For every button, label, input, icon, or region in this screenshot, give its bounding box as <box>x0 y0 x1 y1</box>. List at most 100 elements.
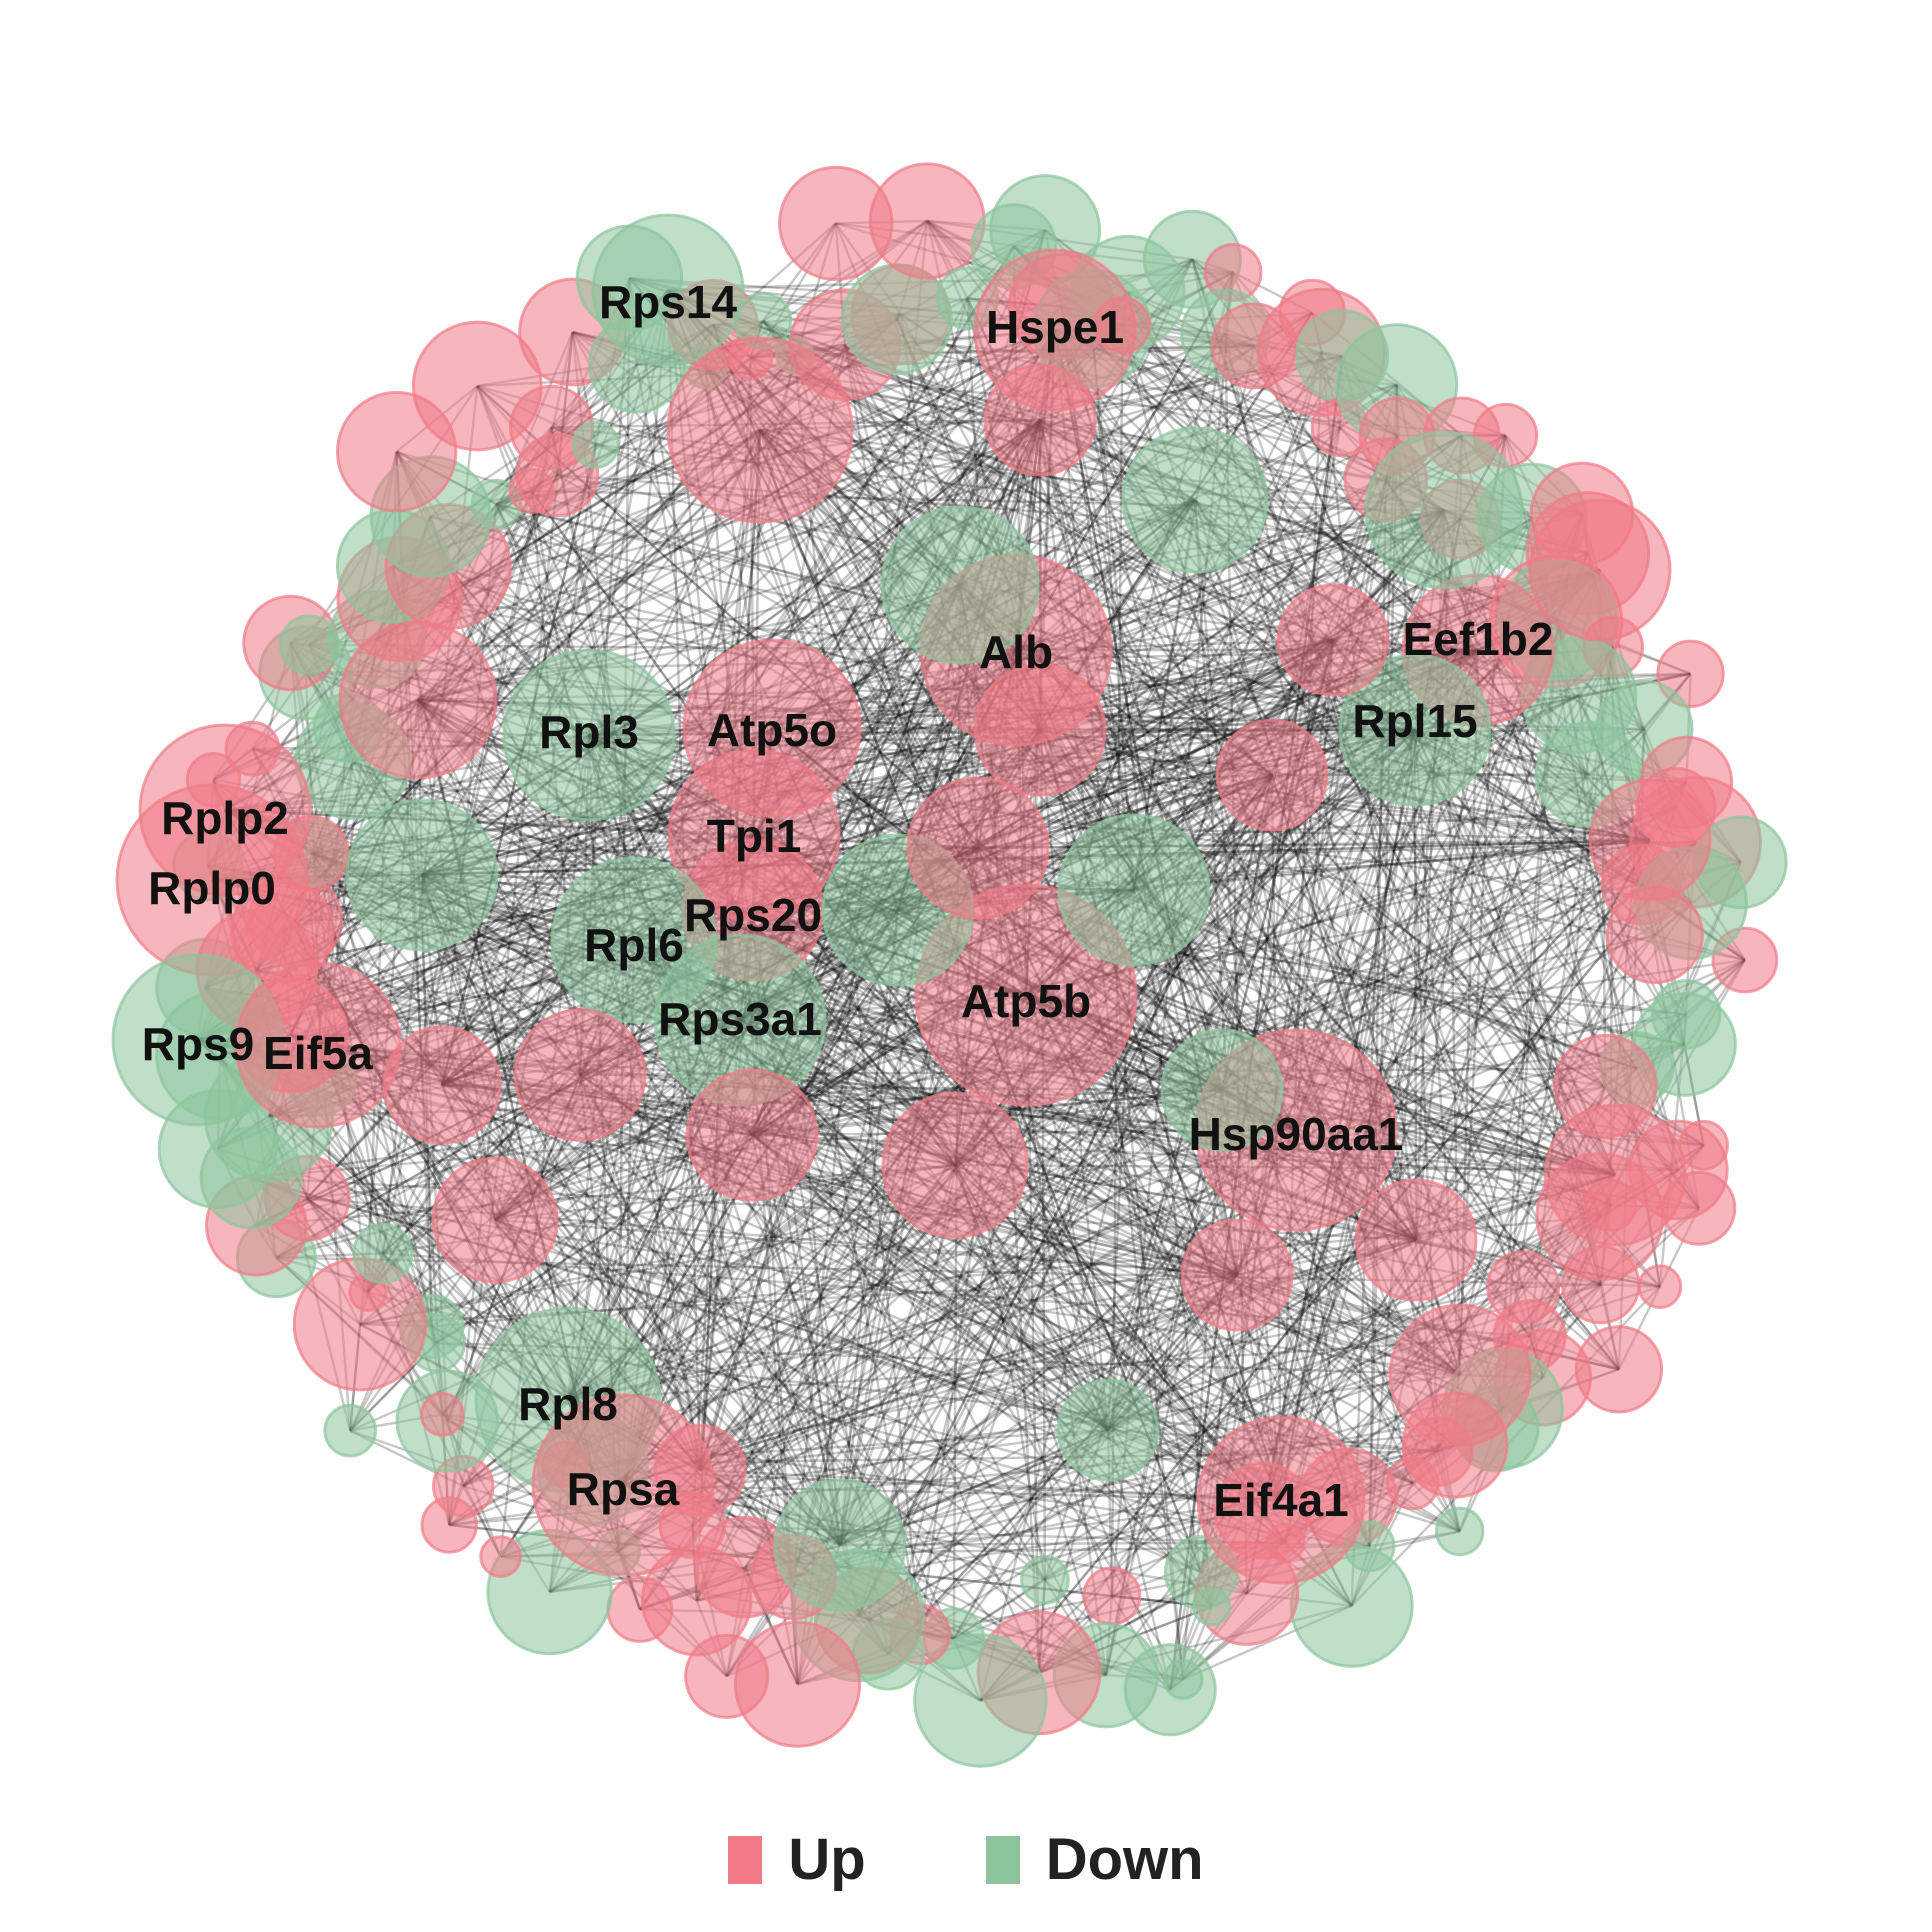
label-rplp0: Rplp0 <box>148 862 276 914</box>
edge <box>1368 435 1399 1547</box>
edge <box>317 648 1017 1047</box>
edge <box>751 1134 1264 1512</box>
edge <box>1350 384 1398 1606</box>
node-labels: Rps14 Hspe1 Alb Eef1b2 Rpl15 Rpl3 Atp5o … <box>142 276 1554 1526</box>
node-down <box>1434 1506 1485 1557</box>
node-down <box>1057 813 1211 967</box>
edge <box>317 434 1463 1047</box>
edge <box>699 1468 1282 1502</box>
edge <box>476 384 1580 697</box>
edge <box>838 584 962 1546</box>
label-rpl6: Rpl6 <box>584 919 684 971</box>
edge <box>416 699 497 1221</box>
edge <box>1193 499 1617 1176</box>
edge <box>462 841 1697 1488</box>
edge <box>838 909 900 1546</box>
edge <box>617 902 1692 1554</box>
edge <box>359 1273 1238 1326</box>
node-down <box>502 648 676 822</box>
node-down <box>352 1222 414 1285</box>
edge <box>771 726 1651 842</box>
edge <box>953 1164 1114 1597</box>
node-down <box>345 798 499 952</box>
edge <box>494 1218 1202 1574</box>
edge <box>887 1274 1238 1656</box>
edge <box>308 643 1353 1607</box>
edge <box>578 1074 702 1471</box>
edge <box>494 1218 1109 1432</box>
node-up <box>1354 1178 1478 1302</box>
edge <box>313 851 1203 1574</box>
edge <box>567 1128 1297 1402</box>
label-eif4a1: Eif4a1 <box>1213 1474 1349 1526</box>
edge <box>1200 552 1590 1573</box>
edge <box>496 354 1343 506</box>
edge <box>592 1285 1524 1471</box>
node-down <box>841 263 953 376</box>
edge <box>979 841 1697 1702</box>
node-down <box>1020 1555 1070 1605</box>
edge <box>1037 774 1274 1674</box>
node-down <box>571 420 620 469</box>
edge <box>771 508 1445 730</box>
edge <box>1169 355 1344 1690</box>
legend-label-up: Up <box>788 1827 866 1892</box>
edge <box>567 1334 1530 1402</box>
node-down <box>773 1478 907 1612</box>
edge <box>699 1238 1417 1472</box>
edge <box>858 1427 1497 1617</box>
edge <box>588 305 1063 736</box>
edge <box>794 353 1445 512</box>
edge <box>857 435 1507 1617</box>
edge <box>1133 694 1580 892</box>
edge <box>567 838 1651 1402</box>
node-down <box>1121 426 1269 574</box>
legend-swatch-up <box>728 1835 763 1884</box>
legend-item-down: Down <box>985 1826 1204 1893</box>
edge <box>567 1088 1223 1402</box>
edge <box>448 331 574 1526</box>
edge <box>867 1274 1238 1622</box>
node-down <box>1056 1378 1160 1482</box>
edge <box>759 428 1445 512</box>
node-down <box>1192 1587 1232 1627</box>
edge <box>256 1163 956 1227</box>
edge <box>1279 352 1323 1501</box>
edge <box>1038 419 1525 1288</box>
edge <box>417 311 1313 702</box>
edge <box>420 324 715 876</box>
edge <box>958 584 1108 1676</box>
node-up <box>666 336 854 524</box>
edge <box>1090 328 1136 891</box>
edge <box>617 773 1589 1553</box>
node-up <box>1215 718 1329 832</box>
edge <box>1413 729 1418 1241</box>
edge <box>704 365 1680 1171</box>
edge <box>275 1256 1370 1548</box>
label-hsp90aa1: Hsp90aa1 <box>1189 1108 1404 1160</box>
edge <box>751 1134 1109 1431</box>
edge <box>759 428 1692 905</box>
edge <box>352 760 1414 1485</box>
edge <box>395 450 1353 1607</box>
label-eef1b2: Eef1b2 <box>1403 613 1554 665</box>
edge <box>1090 328 1213 1607</box>
edge <box>417 699 1456 1447</box>
edge <box>792 1168 1679 1579</box>
edge <box>699 838 1651 1472</box>
node-up <box>1196 1415 1366 1585</box>
edge <box>1039 728 1651 842</box>
edge <box>530 490 1264 1512</box>
edge <box>699 1273 1238 1472</box>
edge <box>739 1018 1461 1377</box>
edge <box>1132 345 1256 891</box>
edge <box>752 909 1282 1501</box>
edge <box>1133 838 1651 892</box>
edge <box>1220 639 1335 1091</box>
edge <box>566 289 670 1401</box>
edge <box>579 1074 1109 1431</box>
edge <box>421 638 1334 877</box>
legend-label-down: Down <box>1045 1827 1204 1892</box>
node-up <box>382 1025 502 1145</box>
